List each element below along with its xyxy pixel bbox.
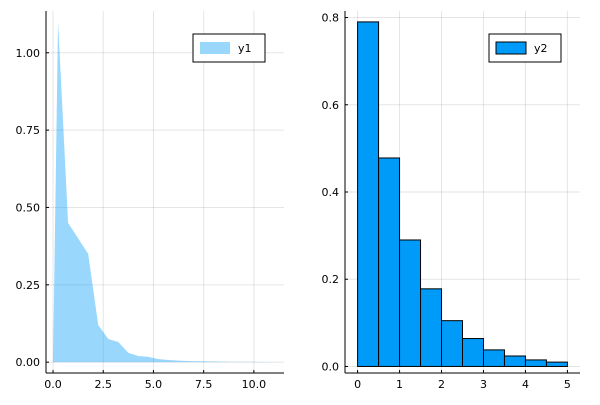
x-tick-label: 1 <box>396 378 403 391</box>
y-tick-label: 0.25 <box>16 279 41 292</box>
right-bar-histogram: 0 1 2 3 4 5 0.0 0.2 0.4 0.6 0.8 y2 <box>322 11 580 391</box>
left-plot-area-chart: 0.0 2.5 5.0 7.5 10.0 0.00 0.25 0.50 0.75 1.00 y1 <box>16 11 284 391</box>
legend-label: y1 <box>238 42 252 55</box>
x-tick-label: 5.0 <box>145 378 163 391</box>
histogram-bar <box>357 21 380 367</box>
x-tick-label: 2 <box>438 378 445 391</box>
histogram-bar <box>503 355 526 367</box>
histogram-bar <box>378 157 401 367</box>
x-tick-label: 5 <box>564 378 571 391</box>
x-tick-label: 0 <box>354 378 361 391</box>
y-tick-label: 0.50 <box>16 201 41 214</box>
y-tick-label: 0.0 <box>322 360 340 373</box>
x-tick-label: 3 <box>480 378 487 391</box>
histogram-bar <box>524 359 547 367</box>
y-tick-label: 0.8 <box>322 12 340 25</box>
x-tick-label: 2.5 <box>94 378 112 391</box>
histogram-bar <box>420 288 443 367</box>
y-tick-label: 0.4 <box>322 186 340 199</box>
x-tick-label: 10.0 <box>242 378 267 391</box>
legend-box <box>192 33 266 63</box>
y-tick-label: 0.6 <box>322 99 340 112</box>
x-tick-label: 7.5 <box>195 378 213 391</box>
y-tick-label: 1.00 <box>16 47 41 60</box>
histogram-bar <box>482 349 505 367</box>
histogram-bar <box>441 320 463 367</box>
histogram-bar <box>462 338 484 367</box>
y-tick-label: 0.75 <box>16 124 41 137</box>
y-tick-label: 0.2 <box>322 273 340 286</box>
x-tick-label: 4 <box>522 378 529 391</box>
legend-swatch <box>200 42 230 54</box>
area-series-y1 <box>53 21 278 363</box>
legend-swatch <box>495 41 527 55</box>
y-tick-label: 0.00 <box>16 356 41 369</box>
histogram-bar <box>545 361 568 367</box>
histogram-bar <box>399 239 422 367</box>
legend-label: y2 <box>534 42 548 55</box>
x-tick-label: 0.0 <box>44 378 62 391</box>
